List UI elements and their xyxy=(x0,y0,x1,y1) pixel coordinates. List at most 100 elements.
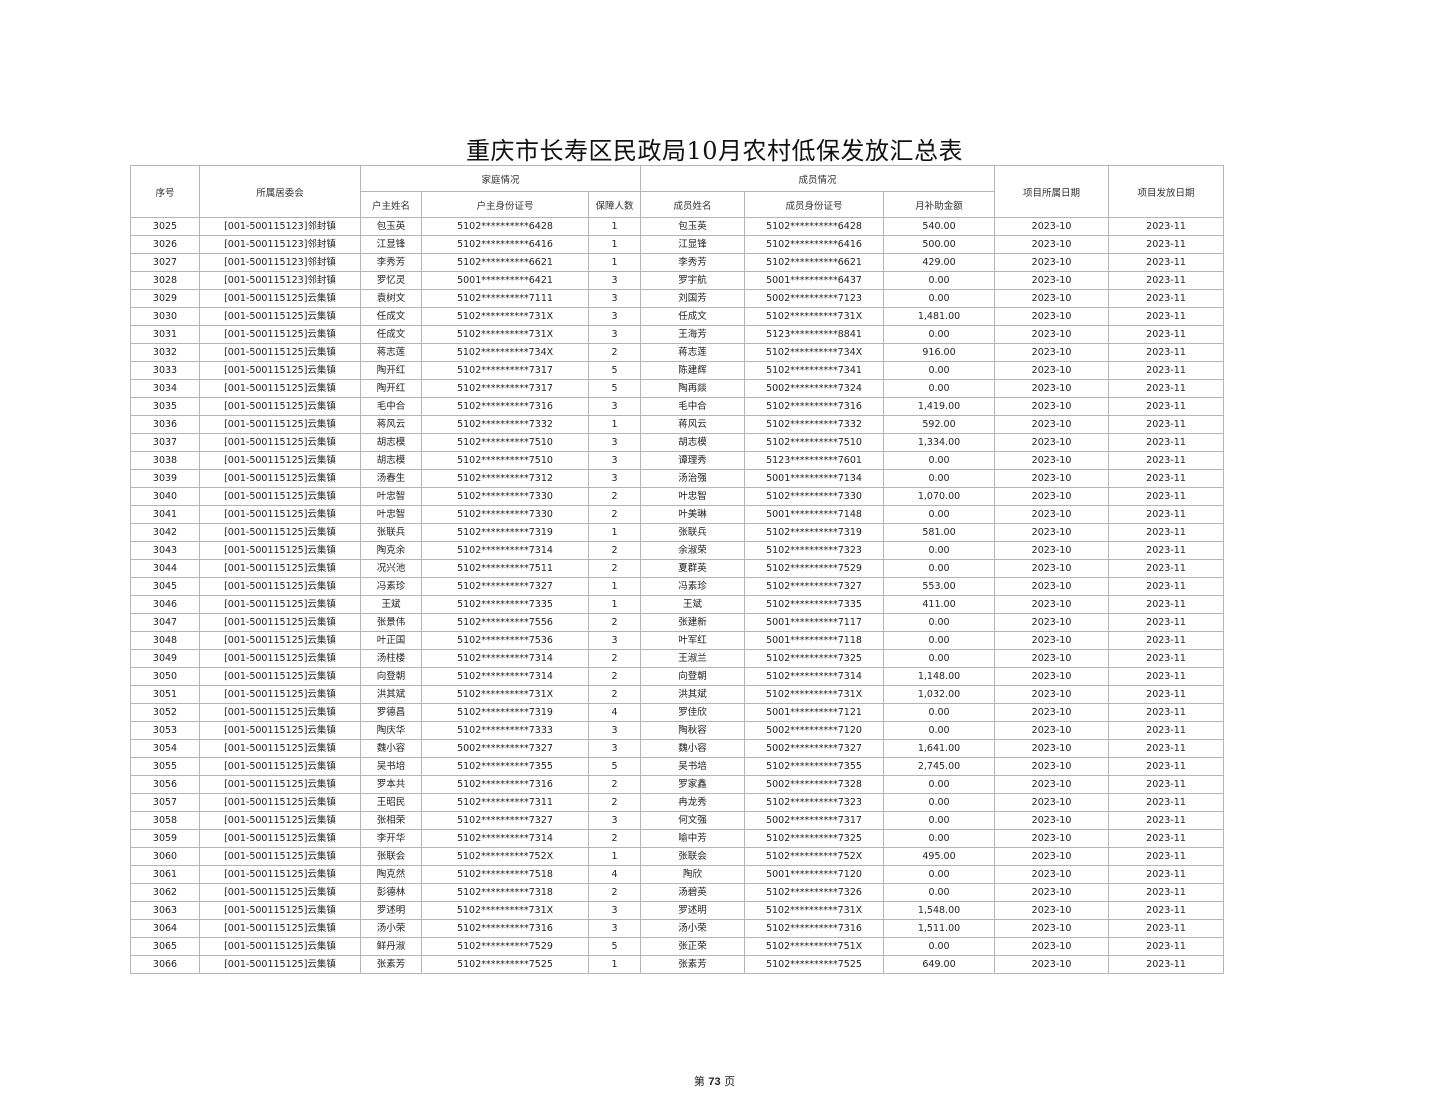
committee-cell: [001-500115125]云集镇 xyxy=(199,703,361,722)
head-name-cell: 胡志模 xyxy=(360,451,422,470)
head-id-cell: 5102**********7319 xyxy=(421,523,589,542)
count-cell: 3 xyxy=(587,811,642,830)
member-id-cell: 5002**********7328 xyxy=(744,775,885,794)
count-cell: 1 xyxy=(587,955,642,974)
amount-cell: 0.00 xyxy=(883,289,996,308)
count-cell: 3 xyxy=(587,919,642,938)
count-cell: 4 xyxy=(587,865,642,884)
table-row: 3058 [001-500115125]云集镇 张相荣 5102**********7… xyxy=(130,811,1225,830)
seq-cell: 3039 xyxy=(130,469,200,488)
belong-date-cell: 2023-10 xyxy=(994,451,1110,470)
head-id-cell: 5102**********7316 xyxy=(421,919,589,938)
head-id-cell: 5102**********7525 xyxy=(421,955,589,974)
member-name-cell: 陶秋容 xyxy=(640,721,746,740)
head-id-cell: 5102**********731X xyxy=(421,685,589,704)
belong-date-cell: 2023-10 xyxy=(994,487,1110,506)
table-row: 3047 [001-500115125]云集镇 张景伟 5102**********7… xyxy=(130,613,1225,632)
seq-cell: 3059 xyxy=(130,829,200,848)
belong-date-cell: 2023-10 xyxy=(994,379,1110,398)
committee-cell: [001-500115125]云集镇 xyxy=(199,775,361,794)
committee-cell: [001-500115123]邻封镇 xyxy=(199,217,361,236)
committee-cell: [001-500115125]云集镇 xyxy=(199,667,361,686)
header-member-id: 成员身份证号 xyxy=(744,191,885,218)
amount-cell: 0.00 xyxy=(883,559,996,578)
seq-cell: 3041 xyxy=(130,505,200,524)
table-row: 3050 [001-500115125]云集镇 向登朝 5102**********7… xyxy=(130,667,1225,686)
member-name-cell: 胡志模 xyxy=(640,433,746,452)
table-row: 3052 [001-500115125]云集镇 罗德昌 5102**********7… xyxy=(130,703,1225,722)
count-cell: 3 xyxy=(587,325,642,344)
head-name-cell: 汤小荣 xyxy=(360,919,422,938)
head-id-cell: 5102**********6621 xyxy=(421,253,589,272)
count-cell: 2 xyxy=(587,505,642,524)
head-name-cell: 陶克然 xyxy=(360,865,422,884)
committee-cell: [001-500115125]云集镇 xyxy=(199,829,361,848)
head-name-cell: 叶忠智 xyxy=(360,505,422,524)
count-cell: 1 xyxy=(587,595,642,614)
member-id-cell: 5102**********7355 xyxy=(744,757,885,776)
committee-cell: [001-500115125]云集镇 xyxy=(199,865,361,884)
belong-date-cell: 2023-10 xyxy=(994,595,1110,614)
member-id-cell: 5001**********7120 xyxy=(744,865,885,884)
amount-cell: 0.00 xyxy=(883,649,996,668)
issue-date-cell: 2023-11 xyxy=(1108,541,1225,560)
member-id-cell: 5102**********6428 xyxy=(744,217,885,236)
member-name-cell: 汤治强 xyxy=(640,469,746,488)
head-name-cell: 张素芳 xyxy=(360,955,422,974)
count-cell: 3 xyxy=(587,901,642,920)
committee-cell: [001-500115125]云集镇 xyxy=(199,793,361,812)
belong-date-cell: 2023-10 xyxy=(994,469,1110,488)
table-row: 3028 [001-500115123]邻封镇 罗忆灵 5001**********6… xyxy=(130,271,1225,290)
member-name-cell: 李秀芳 xyxy=(640,253,746,272)
amount-cell: 0.00 xyxy=(883,937,996,956)
head-id-cell: 5102**********7311 xyxy=(421,793,589,812)
committee-cell: [001-500115125]云集镇 xyxy=(199,631,361,650)
member-name-cell: 张正荣 xyxy=(640,937,746,956)
belong-date-cell: 2023-10 xyxy=(994,865,1110,884)
count-cell: 5 xyxy=(587,937,642,956)
issue-date-cell: 2023-11 xyxy=(1108,379,1225,398)
table-row: 3040 [001-500115125]云集镇 叶忠智 5102**********7… xyxy=(130,487,1225,506)
count-cell: 3 xyxy=(587,397,642,416)
head-id-cell: 5001**********6421 xyxy=(421,271,589,290)
belong-date-cell: 2023-10 xyxy=(994,577,1110,596)
issue-date-cell: 2023-11 xyxy=(1108,883,1225,902)
committee-cell: [001-500115125]云集镇 xyxy=(199,919,361,938)
head-id-cell: 5102**********731X xyxy=(421,307,589,326)
committee-cell: [001-500115125]云集镇 xyxy=(199,487,361,506)
head-name-cell: 江显锋 xyxy=(360,235,422,254)
table-row: 3044 [001-500115125]云集镇 况兴池 5102**********7… xyxy=(130,559,1225,578)
belong-date-cell: 2023-10 xyxy=(994,541,1110,560)
issue-date-cell: 2023-11 xyxy=(1108,415,1225,434)
seq-cell: 3028 xyxy=(130,271,200,290)
member-id-cell: 5001**********7118 xyxy=(744,631,885,650)
header-head-name: 户主姓名 xyxy=(360,191,422,218)
table-row: 3036 [001-500115125]云集镇 蒋风云 5102**********7… xyxy=(130,415,1225,434)
amount-cell: 592.00 xyxy=(883,415,996,434)
issue-date-cell: 2023-11 xyxy=(1108,865,1225,884)
issue-date-cell: 2023-11 xyxy=(1108,577,1225,596)
seq-cell: 3066 xyxy=(130,955,200,974)
table-row: 3063 [001-500115125]云集镇 罗述明 5102**********7… xyxy=(130,901,1225,920)
head-id-cell: 5102**********7314 xyxy=(421,667,589,686)
issue-date-cell: 2023-11 xyxy=(1108,811,1225,830)
seq-cell: 3045 xyxy=(130,577,200,596)
seq-cell: 3035 xyxy=(130,397,200,416)
amount-cell: 540.00 xyxy=(883,217,996,236)
issue-date-cell: 2023-11 xyxy=(1108,343,1225,362)
issue-date-cell: 2023-11 xyxy=(1108,289,1225,308)
member-name-cell: 王海芳 xyxy=(640,325,746,344)
amount-cell: 0.00 xyxy=(883,883,996,902)
amount-cell: 0.00 xyxy=(883,541,996,560)
amount-cell: 0.00 xyxy=(883,379,996,398)
table-row: 3025 [001-500115123]邻封镇 包玉英 5102**********6… xyxy=(130,217,1225,236)
head-id-cell: 5102**********731X xyxy=(421,325,589,344)
amount-cell: 0.00 xyxy=(883,829,996,848)
amount-cell: 916.00 xyxy=(883,343,996,362)
table-row: 3029 [001-500115125]云集镇 袁树文 5102**********7… xyxy=(130,289,1225,308)
member-id-cell: 5001**********7121 xyxy=(744,703,885,722)
count-cell: 2 xyxy=(587,343,642,362)
count-cell: 2 xyxy=(587,667,642,686)
amount-cell: 2,745.00 xyxy=(883,757,996,776)
member-name-cell: 陶欣 xyxy=(640,865,746,884)
